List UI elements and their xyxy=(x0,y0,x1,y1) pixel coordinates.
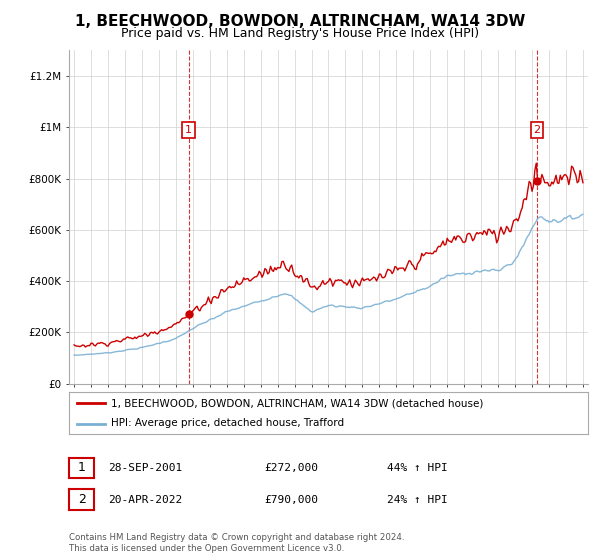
Text: 28-SEP-2001: 28-SEP-2001 xyxy=(108,463,182,473)
Text: 2: 2 xyxy=(77,493,86,506)
Text: Price paid vs. HM Land Registry's House Price Index (HPI): Price paid vs. HM Land Registry's House … xyxy=(121,27,479,40)
Text: £272,000: £272,000 xyxy=(264,463,318,473)
Text: 2: 2 xyxy=(533,125,541,135)
Text: 1: 1 xyxy=(185,125,192,135)
Text: Contains HM Land Registry data © Crown copyright and database right 2024.
This d: Contains HM Land Registry data © Crown c… xyxy=(69,533,404,553)
Text: 20-APR-2022: 20-APR-2022 xyxy=(108,494,182,505)
Text: 24% ↑ HPI: 24% ↑ HPI xyxy=(387,494,448,505)
Text: 44% ↑ HPI: 44% ↑ HPI xyxy=(387,463,448,473)
Text: HPI: Average price, detached house, Trafford: HPI: Average price, detached house, Traf… xyxy=(110,418,344,428)
Text: 1: 1 xyxy=(77,461,86,474)
Text: 1, BEECHWOOD, BOWDON, ALTRINCHAM, WA14 3DW: 1, BEECHWOOD, BOWDON, ALTRINCHAM, WA14 3… xyxy=(75,14,525,29)
Text: £790,000: £790,000 xyxy=(264,494,318,505)
Text: 1, BEECHWOOD, BOWDON, ALTRINCHAM, WA14 3DW (detached house): 1, BEECHWOOD, BOWDON, ALTRINCHAM, WA14 3… xyxy=(110,398,483,408)
